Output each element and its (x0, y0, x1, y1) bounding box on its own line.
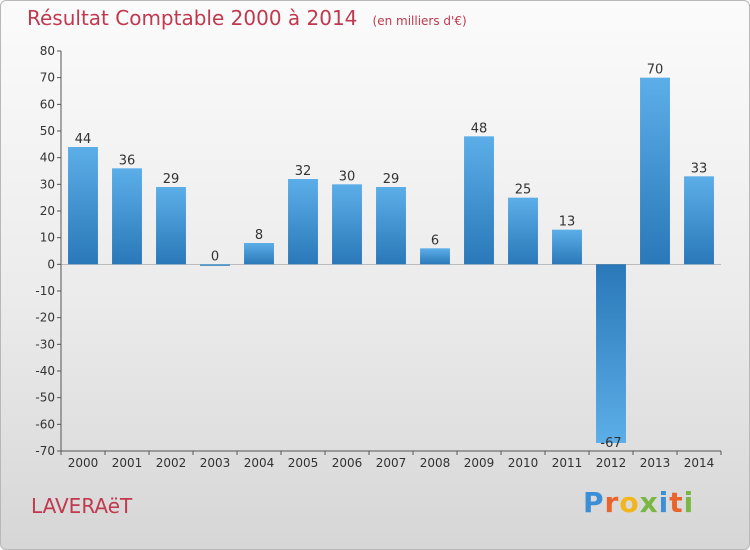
x-tick-label: 2008 (420, 456, 451, 470)
y-tick-label: -60 (35, 417, 55, 431)
data-label-2014: 33 (691, 161, 708, 176)
data-label-2001: 36 (119, 153, 136, 168)
data-label-2000: 44 (75, 132, 92, 147)
data-labels: 44 36 29 0 8 32 30 29 6 48 25 13 -67 70 33 (75, 63, 708, 451)
x-tick-label: 2013 (640, 456, 671, 470)
bar-2004 (244, 243, 274, 265)
bar-2007 (376, 187, 406, 265)
data-label-2005: 32 (295, 164, 312, 179)
bar-2011 (552, 229, 582, 265)
data-label-2002: 29 (163, 172, 180, 187)
bar-2010 (508, 197, 538, 265)
y-tick-label: -40 (35, 364, 55, 378)
bar-2001 (112, 168, 142, 265)
brand-letter: t (669, 486, 684, 519)
bar-2008 (420, 248, 450, 265)
x-tick-label: 2001 (112, 456, 143, 470)
bar-2002 (156, 187, 186, 265)
proxiti-logo: Proxiti (583, 486, 694, 519)
brand-letter: P (583, 486, 605, 519)
bar-2005 (288, 179, 318, 265)
brand-letter: i (658, 486, 670, 519)
x-tick-label: 2005 (288, 456, 319, 470)
y-tick-label: -70 (35, 444, 55, 458)
x-tick-label: 2007 (376, 456, 407, 470)
data-label-2012: -67 (600, 436, 621, 451)
y-tick-label: 40 (40, 151, 55, 165)
y-tick-label: 80 (40, 44, 55, 58)
brand-letter: r (604, 486, 620, 519)
chart-title: Résultat Comptable 2000 à 2014 (27, 6, 358, 30)
bars (68, 77, 714, 443)
x-tick-label: 2000 (68, 456, 99, 470)
y-tick-label: 50 (40, 124, 55, 138)
title-row: Résultat Comptable 2000 à 2014 (en milli… (27, 6, 467, 30)
y-tick-label: -30 (35, 337, 55, 351)
y-tick-label: -20 (35, 311, 55, 325)
brand-letter: o (619, 486, 640, 519)
x-tick-label: 2009 (464, 456, 495, 470)
data-label-2007: 29 (383, 172, 400, 187)
data-label-2013: 70 (647, 63, 664, 78)
data-label-2003: 0 (211, 249, 219, 264)
x-tick-label: 2014 (684, 456, 715, 470)
data-label-2004: 8 (255, 228, 263, 243)
data-label-2008: 6 (431, 233, 439, 248)
y-tick-label: -50 (35, 391, 55, 405)
x-tick-label: 2004 (244, 456, 275, 470)
brand-letter: i (683, 486, 695, 519)
bar-2014 (684, 176, 714, 265)
data-label-2010: 25 (515, 183, 532, 198)
bar-2003 (200, 264, 230, 266)
y-tick-label: 60 (40, 97, 55, 111)
data-label-2006: 30 (339, 169, 356, 184)
bar-2013 (640, 77, 670, 265)
x-tick-label: 2012 (596, 456, 627, 470)
chart-subtitle: (en milliers d'€) (372, 14, 467, 28)
x-tick-label: 2002 (156, 456, 187, 470)
y-tick-label: 30 (40, 177, 55, 191)
y-tick-label: 70 (40, 71, 55, 85)
x-tick-label: 2003 (200, 456, 231, 470)
x-tick-label: 2010 (508, 456, 539, 470)
y-tick-label: 10 (40, 231, 55, 245)
bar-2009 (464, 136, 494, 265)
bar-2006 (332, 184, 362, 265)
data-label-2009: 48 (471, 121, 488, 136)
place-name: LAVERAëT (31, 494, 133, 518)
bar-2000 (68, 147, 98, 265)
y-tick-label: 20 (40, 204, 55, 218)
bar-2012 (596, 264, 626, 443)
y-tick-label: 0 (47, 257, 55, 271)
data-label-2011: 13 (559, 215, 576, 230)
y-tick-label: -10 (35, 284, 55, 298)
axes: 80706050403020100-10-20-30-40-50-60-7020… (35, 44, 722, 470)
x-tick-label: 2006 (332, 456, 363, 470)
x-tick-label: 2011 (552, 456, 583, 470)
brand-letter: x (639, 486, 659, 519)
